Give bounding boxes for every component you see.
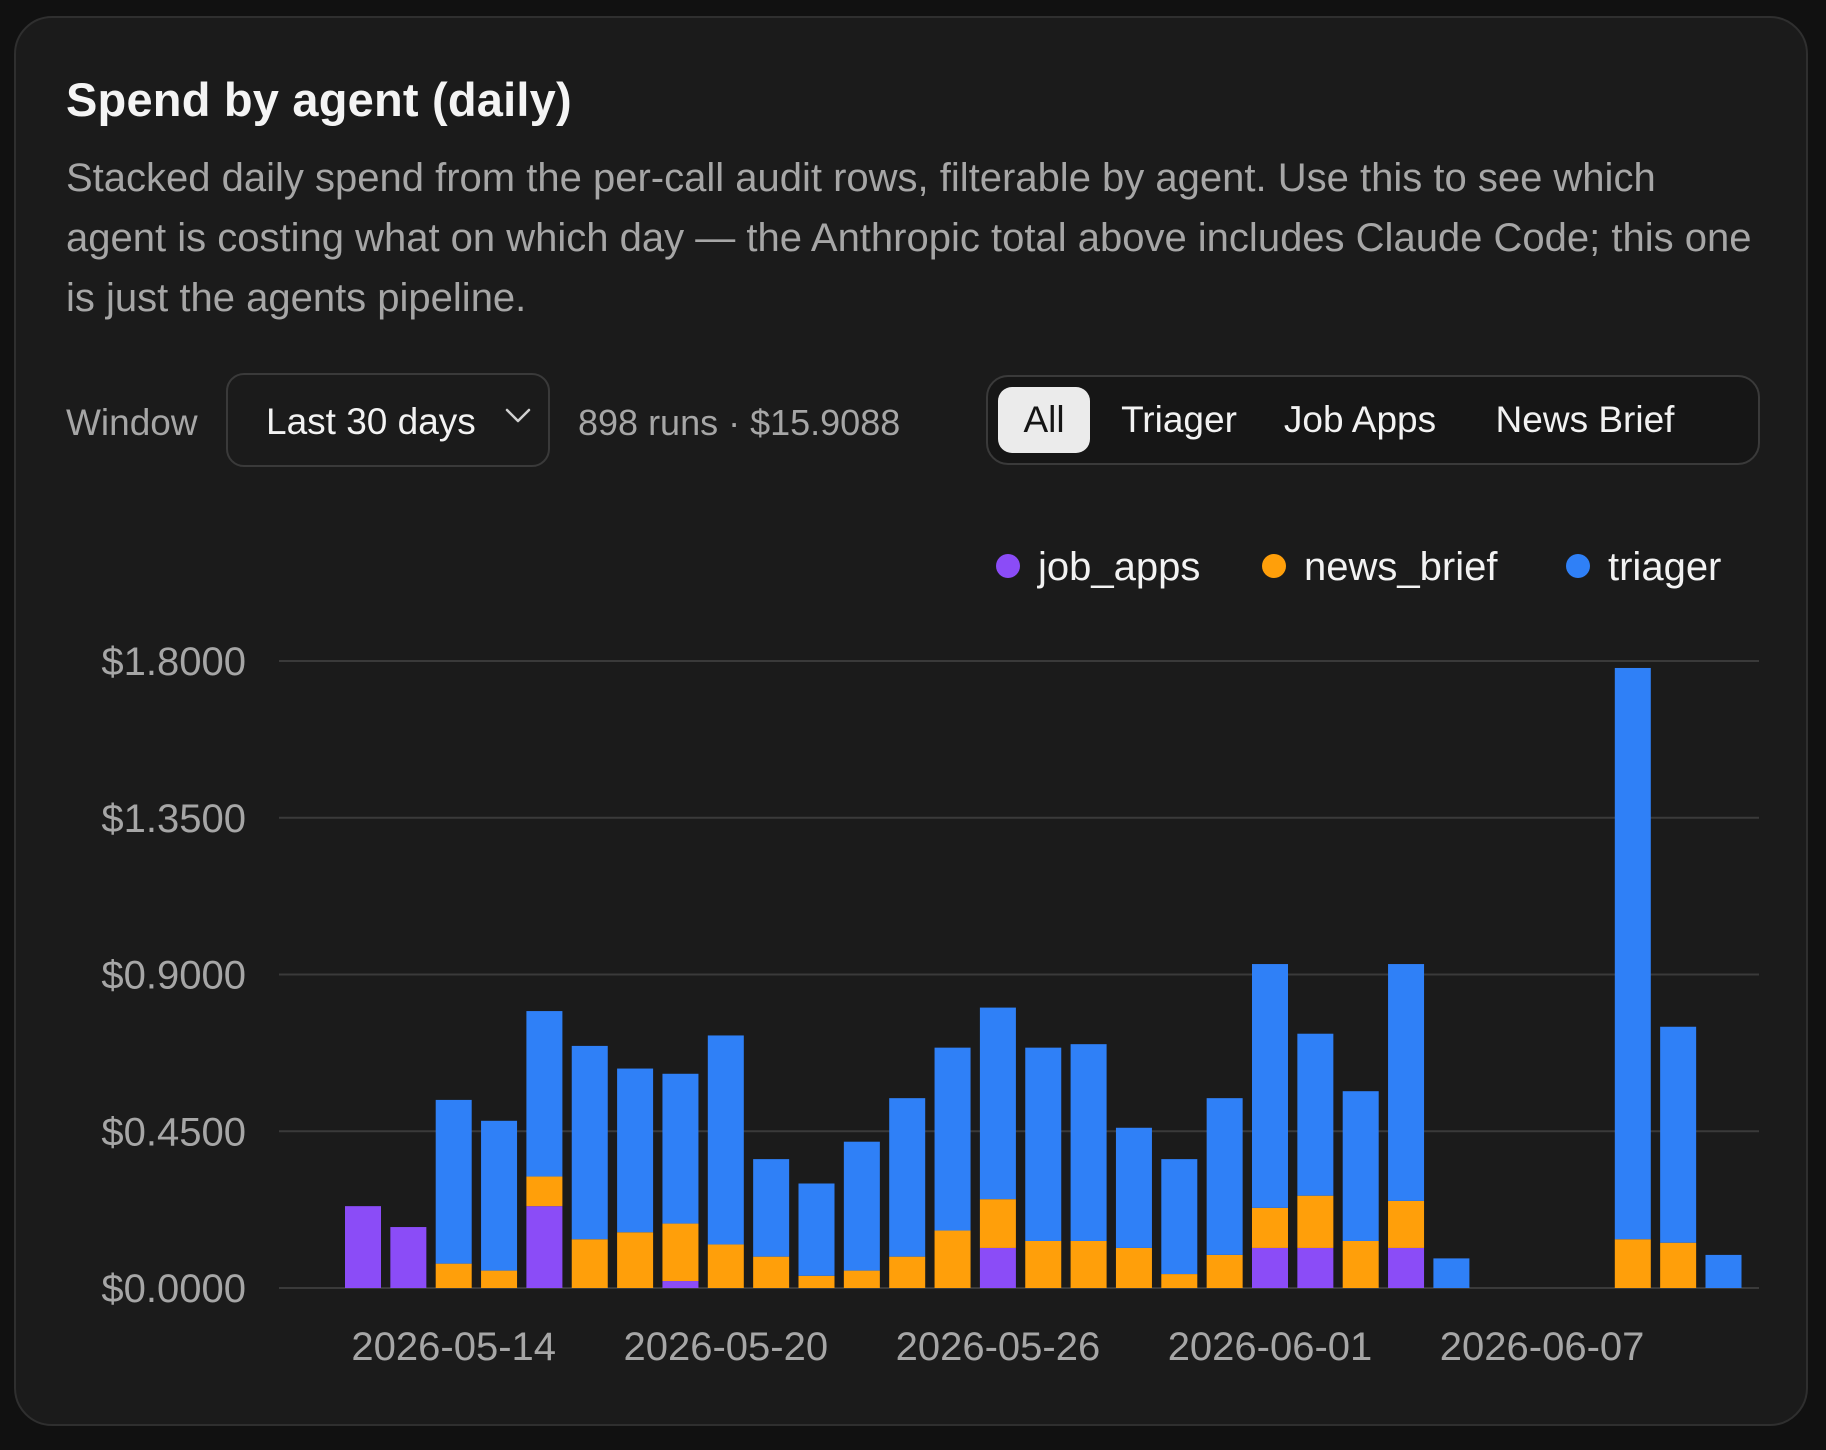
bar-segment-news-brief bbox=[1070, 1240, 1107, 1288]
bar-segment-triager bbox=[1115, 1127, 1152, 1248]
bar-segment-triager bbox=[1342, 1091, 1379, 1241]
window-select-value: Last 30 days bbox=[266, 401, 476, 442]
legend-label: triager bbox=[1608, 545, 1721, 589]
y-tick-label: $0.0000 bbox=[101, 1267, 246, 1311]
bar-segment-triager bbox=[662, 1073, 699, 1224]
tab-all[interactable]: All bbox=[998, 387, 1090, 453]
legend-marker bbox=[1262, 554, 1286, 578]
bar-segment-triager bbox=[481, 1120, 518, 1271]
tab-news-brief[interactable]: News Brief bbox=[1495, 399, 1675, 440]
bar-segment-triager bbox=[571, 1045, 608, 1240]
tab-triager[interactable]: Triager bbox=[1121, 399, 1237, 440]
x-tick-label: 2026-05-20 bbox=[623, 1325, 828, 1369]
chevron-down-icon bbox=[505, 408, 531, 423]
bar-segment-job-apps bbox=[526, 1206, 563, 1288]
bar-segment-triager bbox=[435, 1099, 472, 1264]
bar-segment-news-brief bbox=[662, 1223, 699, 1282]
bar-segment-triager bbox=[753, 1159, 790, 1257]
bar-segment-news-brief bbox=[798, 1275, 835, 1288]
y-tick-label: $1.3500 bbox=[101, 797, 246, 841]
bar-segment-news-brief bbox=[1025, 1240, 1062, 1288]
agent-filter-tabs: All Triager Job Apps News Brief bbox=[986, 375, 1760, 465]
bar-segment-job-apps bbox=[1297, 1247, 1334, 1288]
bar-segment-news-brief bbox=[843, 1270, 880, 1288]
window-label: Window bbox=[66, 402, 198, 443]
bar-segment-news-brief bbox=[707, 1244, 744, 1288]
x-tick-label: 2026-06-01 bbox=[1168, 1325, 1373, 1369]
bar-segment-triager bbox=[1388, 964, 1425, 1201]
card-title: Spend by agent (daily) bbox=[66, 73, 572, 126]
bar-segment-news-brief bbox=[1206, 1254, 1243, 1288]
bar-segment-news-brief bbox=[1614, 1239, 1651, 1288]
bar-segment-news-brief bbox=[526, 1176, 563, 1207]
bar-segment-triager bbox=[843, 1141, 880, 1271]
bar-segment-news-brief bbox=[481, 1270, 518, 1288]
bar-segment-triager bbox=[1433, 1258, 1470, 1288]
legend-marker bbox=[996, 554, 1020, 578]
bar-segment-news-brief bbox=[435, 1263, 472, 1288]
bar-segment-job-apps bbox=[1388, 1247, 1425, 1288]
bar-segment-job-apps bbox=[662, 1281, 699, 1288]
legend-label: job_apps bbox=[1037, 545, 1200, 589]
bar-segment-news-brief bbox=[1388, 1200, 1425, 1248]
bar-segment-news-brief bbox=[1297, 1195, 1334, 1248]
tab-job-apps[interactable]: Job Apps bbox=[1283, 399, 1437, 440]
bar-segment-triager bbox=[1705, 1254, 1742, 1288]
bar-segment-news-brief bbox=[1161, 1274, 1198, 1288]
bar-segment-news-brief bbox=[1342, 1240, 1379, 1288]
window-select[interactable]: Last 30 days bbox=[226, 373, 550, 467]
bar-segment-news-brief bbox=[753, 1256, 790, 1288]
x-tick-label: 2026-05-26 bbox=[896, 1325, 1101, 1369]
bar-segment-triager bbox=[1070, 1044, 1107, 1241]
bar-segment-triager bbox=[1660, 1026, 1697, 1243]
card-description: Stacked daily spend from the per-call au… bbox=[66, 156, 1752, 320]
bar-segment-news-brief bbox=[889, 1256, 926, 1288]
bar-segment-triager bbox=[526, 1011, 563, 1177]
bar-segment-triager bbox=[1252, 964, 1288, 1208]
y-tick-label: $0.4500 bbox=[101, 1110, 246, 1154]
bar-segment-news-brief bbox=[934, 1230, 971, 1288]
bar-segment-news-brief bbox=[1115, 1247, 1152, 1288]
bar-segment-news-brief bbox=[617, 1232, 654, 1288]
legend-marker bbox=[1566, 554, 1590, 578]
bar-segment-news-brief bbox=[1660, 1242, 1697, 1288]
bar-segment-triager bbox=[934, 1047, 971, 1231]
x-tick-label: 2026-06-07 bbox=[1440, 1325, 1645, 1369]
bar-segment-triager bbox=[889, 1098, 926, 1257]
bar-segment-news-brief bbox=[571, 1239, 608, 1288]
bar-segment-triager bbox=[617, 1068, 654, 1233]
bar-segment-triager bbox=[1297, 1033, 1334, 1196]
runs-summary: 898 runs · $15.9088 bbox=[578, 402, 901, 443]
bar-segment-triager bbox=[1206, 1098, 1243, 1255]
bar-segment-job-apps bbox=[979, 1247, 1016, 1288]
y-tick-label: $0.9000 bbox=[101, 954, 246, 998]
bar-segment-triager bbox=[1161, 1159, 1198, 1275]
bar-segment-triager bbox=[798, 1183, 835, 1276]
bar-segment-job-apps bbox=[390, 1227, 427, 1288]
x-tick-label: 2026-05-14 bbox=[351, 1325, 556, 1369]
bar-segment-triager bbox=[979, 1007, 1016, 1200]
bar-segment-news-brief bbox=[1252, 1207, 1288, 1248]
y-tick-label: $1.8000 bbox=[101, 640, 246, 684]
bar-segment-news-brief bbox=[979, 1199, 1016, 1248]
bar-segment-triager bbox=[707, 1035, 744, 1245]
bar-segment-job-apps bbox=[345, 1206, 381, 1288]
bar-segment-job-apps bbox=[1252, 1247, 1288, 1288]
bar-segment-triager bbox=[1614, 667, 1651, 1240]
bar-segment-triager bbox=[1025, 1047, 1062, 1241]
legend-label: news_brief bbox=[1304, 545, 1498, 589]
